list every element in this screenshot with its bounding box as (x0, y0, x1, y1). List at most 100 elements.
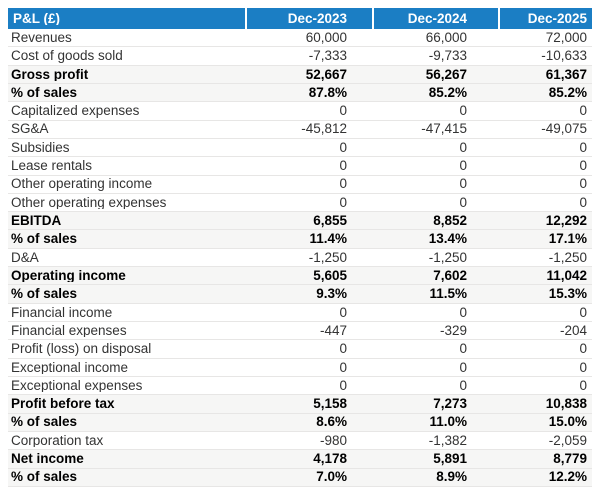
row-value-dec-2024: -1,250 (428, 250, 467, 265)
row-value-dec-2025: 15.3% (548, 287, 587, 301)
row-value-dec-2023: 9.3% (316, 287, 347, 301)
row-value-dec-2023: 4,178 (313, 452, 347, 466)
table-row: Net income 4,178 5,891 8,779 (8, 450, 592, 469)
row-value-dec-2024: -329 (439, 323, 467, 338)
table-row: Exceptional expenses 0 0 0 (8, 376, 592, 396)
row-value-dec-2023: 5,605 (313, 268, 347, 283)
row-value-dec-2024: 5,891 (433, 452, 467, 466)
row-value-dec-2025: -1,250 (548, 250, 587, 265)
table-row: % of sales 9.3% 11.5% 15.3% (8, 285, 592, 304)
header-pnl-currency-label: P&L (£) (13, 11, 61, 26)
table-row: Exceptional income 0 0 0 (8, 358, 592, 377)
table-row: Financial expenses -447 -329 -204 (8, 322, 592, 341)
header-col-dec-2025: Dec-2025 (527, 11, 587, 26)
row-value-dec-2024: 7,602 (433, 268, 467, 283)
row-value-dec-2024: 11.0% (429, 415, 467, 429)
row-label: Cost of goods sold (11, 49, 123, 63)
row-value-dec-2024: 11.5% (429, 287, 467, 301)
row-value-dec-2023: -7,333 (308, 49, 347, 63)
header-col-dec-2024: Dec-2024 (407, 11, 467, 26)
row-value-dec-2024: 0 (459, 104, 467, 118)
row-value-dec-2025: 0 (579, 305, 587, 320)
row-label: Profit before tax (11, 397, 115, 411)
row-value-dec-2024: 8.9% (436, 470, 467, 484)
row-label: % of sales (11, 415, 78, 429)
table-row: Capitalized expenses 0 0 0 (8, 102, 592, 121)
row-value-dec-2024: 56,267 (425, 67, 467, 82)
row-value-dec-2023: -447 (319, 323, 347, 338)
row-value-dec-2023: -45,812 (301, 122, 347, 136)
row-value-dec-2023: 0 (339, 104, 347, 118)
row-label: % of sales (11, 470, 78, 484)
row-value-dec-2025: 0 (579, 140, 587, 155)
row-value-dec-2023: 0 (339, 342, 347, 356)
table-row: Profit (loss) on disposal 0 0 0 (8, 340, 592, 359)
row-value-dec-2023: -1,250 (308, 250, 347, 265)
row-value-dec-2025: -49,075 (541, 122, 587, 136)
row-value-dec-2025: 0 (579, 342, 587, 356)
table-row: EBITDA 6,855 8,852 12,292 (8, 212, 592, 231)
row-value-dec-2023: 8.6% (316, 415, 347, 429)
row-label: Capitalized expenses (11, 104, 140, 118)
row-value-dec-2024: 0 (459, 159, 467, 173)
row-label: % of sales (11, 85, 78, 100)
row-value-dec-2025: 0 (579, 195, 587, 210)
row-value-dec-2025: 72,000 (545, 30, 587, 45)
row-value-dec-2025: 0 (579, 360, 587, 375)
row-label: Other operating income (11, 177, 153, 191)
row-value-dec-2024: 0 (459, 378, 467, 393)
row-value-dec-2024: 0 (459, 140, 467, 155)
row-value-dec-2024: 66,000 (425, 30, 467, 45)
row-label: Profit (loss) on disposal (11, 342, 152, 356)
row-value-dec-2023: 0 (339, 305, 347, 320)
table-row: D&A -1,250 -1,250 -1,250 (8, 248, 592, 268)
row-label: SG&A (11, 122, 49, 136)
row-value-dec-2025: 85.2% (548, 85, 587, 100)
table-row: % of sales 87.8% 85.2% 85.2% (8, 83, 592, 103)
row-value-dec-2025: 0 (579, 104, 587, 118)
row-value-dec-2024: 0 (459, 360, 467, 375)
row-label: Net income (11, 452, 84, 466)
row-value-dec-2024: 13.4% (428, 232, 467, 246)
row-value-dec-2023: 0 (339, 378, 347, 393)
table-row: Corporation tax -980 -1,382 -2,059 (8, 431, 592, 451)
row-value-dec-2024: 0 (459, 305, 467, 320)
row-label: % of sales (11, 287, 78, 301)
row-value-dec-2025: -204 (559, 323, 587, 338)
row-value-dec-2023: 11.4% (309, 232, 347, 246)
row-value-dec-2024: -47,415 (421, 122, 467, 136)
row-label: Exceptional expenses (11, 378, 143, 393)
row-value-dec-2025: 11,042 (546, 268, 587, 283)
row-label: Subsidies (11, 140, 70, 155)
row-label: EBITDA (11, 214, 62, 228)
row-value-dec-2023: 87.8% (308, 85, 347, 100)
row-value-dec-2023: 6,855 (313, 214, 347, 228)
table-row: Revenues 60,000 66,000 72,000 (8, 29, 592, 48)
row-value-dec-2023: 52,667 (305, 67, 347, 82)
row-value-dec-2023: -980 (319, 433, 347, 448)
table-row: Profit before tax 5,158 7,273 10,838 (8, 395, 592, 414)
row-value-dec-2024: 8,852 (433, 214, 467, 228)
row-value-dec-2024: -1,382 (428, 433, 467, 448)
row-value-dec-2024: 7,273 (433, 397, 467, 411)
row-label: Financial income (11, 305, 113, 320)
row-value-dec-2023: 0 (339, 140, 347, 155)
table-row: Subsidies 0 0 0 (8, 138, 592, 158)
table-row: Financial income 0 0 0 (8, 303, 592, 322)
table-row: SG&A -45,812 -47,415 -49,075 (8, 120, 592, 139)
row-label: Lease rentals (11, 159, 93, 173)
row-value-dec-2023: 0 (339, 195, 347, 210)
row-label: Financial expenses (11, 323, 127, 338)
table-row: Cost of goods sold -7,333 -9,733 -10,633 (8, 47, 592, 66)
row-value-dec-2024: 0 (459, 195, 467, 210)
row-value-dec-2025: 0 (579, 159, 587, 173)
row-value-dec-2025: 61,367 (545, 67, 587, 82)
row-value-dec-2023: 60,000 (305, 30, 347, 45)
header-column-separator (498, 8, 500, 29)
pnl-table: P&L (£) Dec-2023 Dec-2024 Dec-2025 Reven… (8, 8, 592, 487)
row-value-dec-2024: 0 (459, 177, 467, 191)
table-row: Operating income 5,605 7,602 11,042 (8, 267, 592, 286)
row-value-dec-2023: 0 (339, 159, 347, 173)
row-value-dec-2023: 7.0% (316, 470, 347, 484)
